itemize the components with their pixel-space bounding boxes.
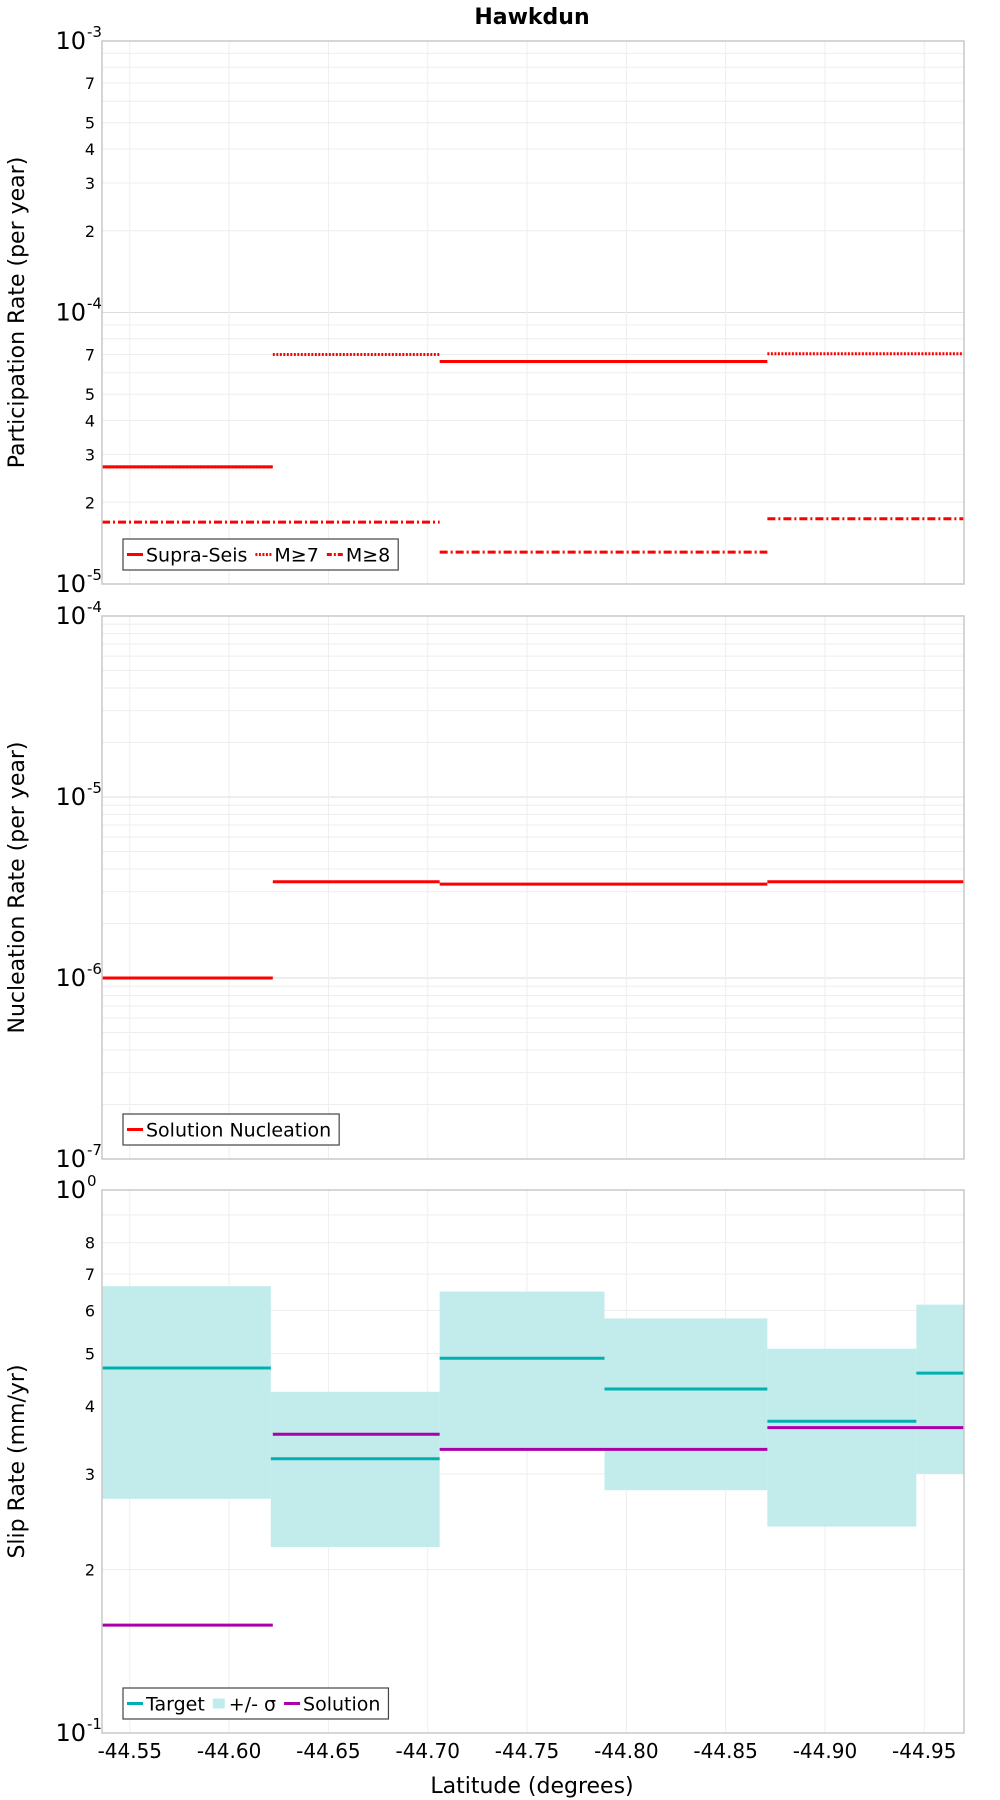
legend-label: Solution (303, 1694, 380, 1716)
y-axis-label: Slip Rate (mm/yr) (5, 1364, 30, 1558)
y-tick-label: 5 (85, 114, 95, 133)
y-tick-label: 4 (85, 140, 95, 159)
x-tick-label: -44.75 (495, 1739, 559, 1763)
y-tick-label: 3 (85, 174, 95, 193)
legend: Solution Nucleation (122, 1113, 340, 1146)
legend: Supra-Seis M≥7 M≥8 (122, 538, 399, 571)
x-tick-label: -44.85 (693, 1739, 757, 1763)
y-decade-label: 10 (55, 1176, 86, 1204)
sigma-band-segment (916, 1304, 964, 1474)
nucleation-rate-panel: Nucleation Rate (per year)10-710-610-510… (5, 598, 965, 1173)
y-decade-label: 10 (55, 783, 86, 811)
y-tick-label: 7 (85, 74, 95, 93)
y-tick-label: 5 (85, 385, 95, 404)
legend-label: Solution Nucleation (146, 1120, 331, 1142)
legend-label: M≥8 (346, 545, 390, 567)
x-tick-label: -44.80 (594, 1739, 658, 1763)
y-tick-label: 3 (85, 445, 95, 464)
x-tick-label: -44.60 (197, 1739, 261, 1763)
legend-box (122, 1687, 390, 1720)
y-decade-label: 10 (55, 27, 86, 55)
y-decade-exponent: -6 (87, 960, 102, 978)
y-tick-label: 3 (85, 1465, 95, 1484)
y-decade-label: 10 (55, 1145, 86, 1173)
y-axis-label: Participation Rate (per year) (5, 157, 30, 469)
sigma-band-segment (270, 1391, 440, 1548)
x-tick-label: -44.95 (892, 1739, 956, 1763)
legend-label: Supra-Seis (146, 545, 247, 567)
legend-box (122, 1113, 340, 1146)
y-decade-label: 10 (55, 1719, 86, 1747)
y-tick-label: 7 (85, 1265, 95, 1284)
participation-rate-panel: Participation Rate (per year) 2 3 4 5 7 2 3 4 5 7 1… (5, 23, 965, 598)
sigma-band-segment (439, 1291, 605, 1448)
y-tick-label: 4 (85, 1397, 95, 1416)
y-decade-exponent: -7 (87, 1141, 102, 1159)
y-decade-label: 10 (55, 602, 86, 630)
y-tick-label: 6 (85, 1301, 95, 1320)
figure-title: Hawkdun (474, 5, 589, 30)
x-axis-label: Latitude (degrees) (430, 1774, 633, 1799)
plot-frame (101, 40, 965, 585)
y-decade-exponent: -4 (87, 295, 102, 313)
y-tick-label: 7 (85, 346, 95, 365)
y-axis-label: Nucleation Rate (per year) (5, 742, 30, 1034)
y-decade-exponent: -5 (87, 566, 102, 584)
y-decade-label: 10 (55, 299, 86, 327)
plot-frame (101, 615, 965, 1160)
y-tick-label: 4 (85, 412, 95, 431)
y-decade-label: 10 (55, 964, 86, 992)
y-tick-label: 5 (85, 1344, 95, 1363)
legend-box (122, 538, 399, 571)
y-decade-exponent: -1 (87, 1715, 102, 1733)
legend-label: +/- σ (229, 1694, 276, 1716)
y-decade-label: 10 (55, 570, 86, 598)
legend-label: Target (145, 1694, 205, 1716)
legend: Target +/- σ Solution (122, 1687, 390, 1720)
y-tick-label: 8 (85, 1234, 95, 1253)
legend-swatch (212, 1698, 225, 1709)
y-tick-label: 2 (85, 222, 95, 241)
x-tick-label: -44.55 (98, 1739, 162, 1763)
sigma-band-segment (604, 1318, 768, 1491)
x-tick-label: -44.90 (793, 1739, 857, 1763)
sigma-band-segment (767, 1348, 917, 1527)
x-tick-label: -44.70 (395, 1739, 459, 1763)
x-tick-label: -44.65 (296, 1739, 360, 1763)
y-tick-label: 2 (85, 493, 95, 512)
legend-label: M≥7 (274, 545, 318, 567)
sigma-band-segment (102, 1286, 271, 1499)
plot-frame (101, 1189, 965, 1734)
y-decade-exponent: -4 (87, 598, 102, 616)
y-decade-exponent: 0 (87, 1172, 97, 1190)
y-decade-exponent: -3 (87, 23, 102, 41)
y-decade-exponent: -5 (87, 779, 102, 797)
y-tick-label: 2 (85, 1561, 95, 1580)
